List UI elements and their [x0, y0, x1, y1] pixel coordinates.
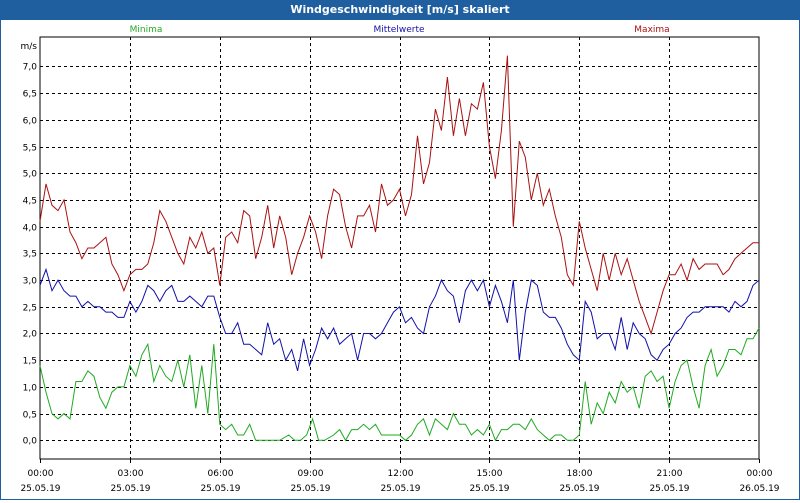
legend-maxima: Maxima [634, 25, 669, 35]
x-tick-time: 18:00 [567, 469, 593, 479]
axes: 0,0 0,5 1,0 1,5 2,0 2,5 3,0 3,5 4,0 4,5 5,0 5,5 6,0 6… [20, 42, 779, 494]
y-tick-label: 0,0 [23, 437, 38, 447]
x-tick-date: 25.05.19 [559, 484, 599, 494]
x-tick-time: 12:00 [388, 469, 414, 479]
y-tick-label: 2,0 [23, 330, 38, 340]
y-tick-label: 2,5 [23, 304, 37, 314]
legend-minima: Minima [130, 25, 163, 35]
legend-mittelwerte: Mittelwerte [373, 25, 424, 35]
x-tick-date: 25.05.19 [290, 484, 330, 494]
y-tick-label: 3,5 [23, 250, 37, 260]
series-line-maxima [39, 55, 759, 336]
x-tick-time: 03:00 [118, 469, 144, 479]
x-tick-time: 21:00 [657, 469, 683, 479]
x-tick-date: 26.05.19 [739, 484, 779, 494]
y-tick-label: 6,0 [23, 117, 38, 127]
y-tick-label: 6,5 [23, 90, 37, 100]
x-tick-date: 25.05.19 [380, 484, 420, 494]
x-tick-time: 15:00 [477, 469, 503, 479]
x-tick-date: 25.05.19 [649, 484, 689, 494]
series-line-minima [39, 327, 760, 442]
chart-title: Windgeschwindigkeit [m/s] skaliert [0, 0, 800, 20]
chart-area: 0,0 0,5 1,0 1,5 2,0 2,5 3,0 3,5 4,0 4,5 5,0 5,5 6,0 6… [0, 20, 800, 500]
y-tick-label: 3,0 [23, 277, 38, 287]
x-tick-date: 25.05.19 [110, 484, 150, 494]
y-tick-label: 7,0 [23, 63, 38, 73]
grid [39, 36, 760, 460]
y-axis-label: m/s [21, 42, 38, 52]
y-tick-label: 4,0 [23, 224, 38, 234]
x-tick-date: 25.05.19 [200, 484, 240, 494]
y-tick-label: 0,5 [23, 411, 37, 421]
y-tick-label: 1,0 [23, 384, 38, 394]
x-tick-date: 25.05.19 [20, 484, 60, 494]
x-tick-time: 00:00 [28, 469, 54, 479]
y-tick-label: 5,5 [23, 144, 37, 154]
x-tick-date: 25.05.19 [469, 484, 509, 494]
series [39, 55, 760, 442]
legend: Minima Mittelwerte Maxima [130, 25, 670, 35]
y-tick-label: 4,5 [23, 197, 37, 207]
series-line-mittelwerte [39, 267, 760, 372]
plot-frame [39, 36, 760, 460]
x-tick-time: 06:00 [208, 469, 234, 479]
y-tick-label: 1,5 [23, 357, 37, 367]
wind-speed-chart: 0,0 0,5 1,0 1,5 2,0 2,5 3,0 3,5 4,0 4,5 5,0 5,5 6,0 6… [20, 25, 779, 494]
y-tick-label: 5,0 [23, 170, 38, 180]
x-tick-time: 09:00 [298, 469, 324, 479]
x-tick-time: 00:00 [747, 469, 773, 479]
